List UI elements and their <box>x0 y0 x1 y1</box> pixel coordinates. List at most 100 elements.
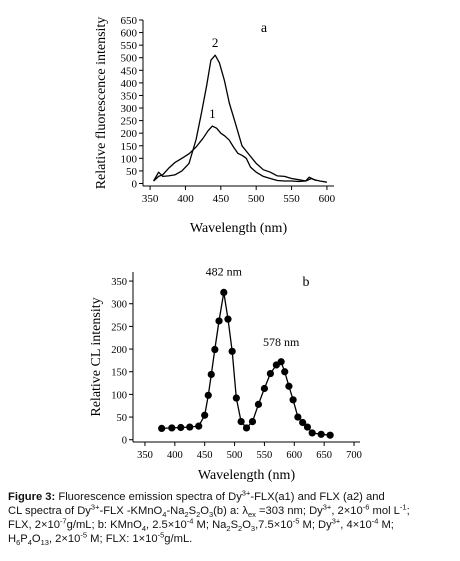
y-tick-label: 250 <box>111 322 127 333</box>
caption-text: =303 nm; Dy <box>255 505 323 517</box>
caption-text: 6 <box>16 538 21 548</box>
data-point <box>204 391 212 399</box>
caption-text: O <box>31 533 41 545</box>
caption-text: Fluorescence emission spectra of Dy <box>55 491 242 503</box>
y-tick-label: 200 <box>121 128 138 140</box>
y-tick-label: 300 <box>121 103 138 115</box>
x-tick-label: 400 <box>167 450 183 461</box>
caption-text: H <box>8 533 17 545</box>
caption-text: -FLX -KMnO <box>99 505 163 517</box>
y-tick-label: 0 <box>132 178 138 190</box>
data-point <box>254 400 263 408</box>
y-tick-label: 50 <box>117 413 128 424</box>
x-tick-label: 550 <box>257 450 273 461</box>
caption-text: -4 <box>186 516 194 526</box>
peak-annotation: 578 nm <box>263 335 300 349</box>
y-tick-label: 650 <box>121 15 138 27</box>
x-tick-label: 400 <box>177 193 194 205</box>
x-axis-label: Wavelength (nm) <box>190 221 288 236</box>
caption-text: ex <box>247 510 256 520</box>
y-tick-label: 550 <box>121 40 138 52</box>
panel-label: a <box>261 21 268 36</box>
data-point <box>294 413 302 421</box>
caption-line: Figure 3: Fluorescence emission spectra … <box>8 489 454 504</box>
series-label: 1 <box>209 106 216 121</box>
data-point <box>215 317 223 325</box>
caption-text: P <box>20 533 28 545</box>
data-point <box>220 288 228 296</box>
x-tick-label: 500 <box>248 193 265 205</box>
y-tick-label: 100 <box>121 153 138 165</box>
caption-figure-label: Figure 3: <box>8 491 56 503</box>
figure-caption: Figure 3: Fluorescence emission spectra … <box>8 489 454 548</box>
caption-text: 3 <box>250 524 256 534</box>
series-1-line <box>153 125 317 183</box>
caption-text: S <box>188 505 197 517</box>
y-tick-label: 350 <box>121 90 138 102</box>
panel-a-chart: 350 400 450 500 550 6000501001502002503003504… <box>94 15 336 236</box>
caption-line: H6P4O13, 2×10-5 M; FLX: 1×10-5g/mL. <box>8 531 454 548</box>
x-tick-label: 450 <box>197 450 213 461</box>
data-point <box>308 429 316 437</box>
data-point <box>224 315 232 323</box>
data-point <box>260 384 269 393</box>
data-point <box>326 431 334 439</box>
y-tick-label: 200 <box>111 345 127 356</box>
y-tick-label: 0 <box>122 436 127 447</box>
series-label: 2 <box>212 35 219 50</box>
data-point <box>195 422 203 430</box>
caption-text: (b) a: λ <box>213 505 248 517</box>
data-point <box>277 358 285 366</box>
caption-text: 4 <box>27 538 32 548</box>
y-axis-label: Relative CL intensity <box>89 297 104 416</box>
caption-text: M; Na <box>193 519 227 531</box>
y-tick-label: 600 <box>121 28 138 40</box>
caption-text: O <box>242 519 251 531</box>
x-tick-label: 350 <box>137 450 153 461</box>
caption-text: -1 <box>399 502 407 512</box>
panel-b-chart: 350 400 450 500 550 600 650 700 0 50 100 150 200 250 3… <box>89 264 362 483</box>
data-point <box>237 418 245 426</box>
x-tick-label: 550 <box>283 193 300 205</box>
caption-text: 13 <box>40 538 49 548</box>
caption-text: FLX, 2×10 <box>8 519 60 531</box>
caption-text: 2 <box>238 524 243 534</box>
y-axis-label: Relative fluorescence intensity <box>94 17 109 190</box>
caption-text: ,7.5×10 <box>255 519 293 531</box>
x-axis-label: Wavelength (nm) <box>198 468 296 483</box>
y-tick-label: 100 <box>111 390 127 401</box>
caption-text: g/mL; b: KMnO <box>66 519 142 531</box>
caption-text: 2 <box>184 510 189 520</box>
caption-text: 3 <box>208 510 214 520</box>
y-tick-label: 350 <box>111 277 127 288</box>
y-tick-label: 250 <box>121 116 138 128</box>
series-2-line <box>153 54 328 183</box>
data-point <box>248 418 257 426</box>
caption-text: 3+ <box>331 516 341 526</box>
caption-text: 3+ <box>322 502 332 512</box>
data-point <box>266 369 274 378</box>
data-point <box>285 382 293 390</box>
caption-text: , 2×10 <box>331 505 363 517</box>
data-point <box>211 345 219 354</box>
y-tick-label: 400 <box>121 78 138 90</box>
data-point <box>168 424 176 432</box>
caption-text: g/mL. <box>164 533 193 545</box>
caption-text: ; <box>406 505 410 517</box>
caption-text: O <box>200 505 209 517</box>
data-point <box>299 418 307 427</box>
data-point <box>228 347 236 355</box>
panel-label: b <box>303 275 310 290</box>
caption-text: -Na <box>166 505 185 517</box>
peak-annotation: 482 nm <box>206 264 243 278</box>
caption-text: M; Dy <box>299 519 332 531</box>
x-tick-label: 700 <box>346 450 362 461</box>
caption-text: CL spectra of Dy <box>8 505 91 517</box>
data-point <box>289 396 297 404</box>
x-tick-label: 450 <box>213 193 230 205</box>
data-point <box>201 411 209 419</box>
y-tick-label: 500 <box>121 53 138 65</box>
caption-text: -6 <box>362 502 370 512</box>
x-tick-label: 650 <box>316 450 332 461</box>
